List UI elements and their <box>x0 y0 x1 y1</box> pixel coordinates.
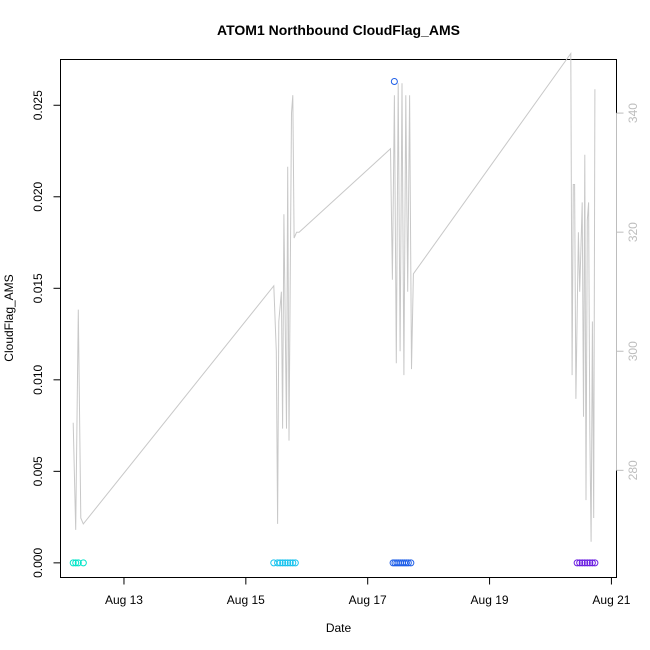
y-tick-label: 0.020 <box>31 181 45 211</box>
x-tick-label: Aug 13 <box>105 593 143 607</box>
series-line <box>72 51 596 542</box>
data-point <box>404 559 412 567</box>
y-tick-label: 0.000 <box>31 548 45 578</box>
series-points <box>69 77 599 567</box>
data-point <box>286 559 294 567</box>
y2-tick-label: 320 <box>626 222 640 242</box>
plot-area <box>60 59 617 578</box>
data-point <box>279 559 287 567</box>
data-point <box>276 559 284 567</box>
data-point <box>72 559 80 567</box>
y-axis-label: CloudFlag_AMS <box>2 274 16 361</box>
x-axis: Aug 13 Aug 15 Aug 17 Aug 19 Aug 21 <box>105 577 631 607</box>
x-tick-label: Aug 21 <box>592 593 630 607</box>
y-tick-label: 0.010 <box>31 364 45 394</box>
chart-title: ATOM1 Northbound CloudFlag_AMS <box>217 22 460 38</box>
series-lines <box>72 51 596 542</box>
data-point <box>586 559 594 567</box>
data-point <box>573 559 581 567</box>
data-point <box>588 559 596 567</box>
y2-tick-label: 300 <box>626 341 640 361</box>
y-axis-left: 0.000 0.005 0.010 0.015 0.020 0.025 <box>31 90 61 578</box>
y2-tick-label: 340 <box>626 103 640 123</box>
x-tick-label: Aug 15 <box>227 593 265 607</box>
data-point <box>390 77 398 85</box>
data-point <box>274 559 282 567</box>
data-point <box>591 559 599 567</box>
data-point <box>289 559 297 567</box>
data-point <box>583 559 591 567</box>
data-point <box>69 559 77 567</box>
data-point <box>281 559 289 567</box>
y-tick-label: 0.015 <box>31 273 45 303</box>
y-axis-right: 280 300 320 340 <box>616 103 640 480</box>
data-point <box>74 559 82 567</box>
data-point <box>402 559 410 567</box>
x-tick-label: Aug 19 <box>471 593 509 607</box>
y2-tick-label: 280 <box>626 460 640 480</box>
data-point <box>581 559 589 567</box>
y-tick-label: 0.025 <box>31 90 45 120</box>
data-point <box>79 559 87 567</box>
x-tick-label: Aug 17 <box>349 593 387 607</box>
y-tick-label: 0.005 <box>31 456 45 486</box>
data-point <box>291 559 299 567</box>
x-axis-label: Date <box>326 621 352 635</box>
data-point <box>578 559 586 567</box>
data-point <box>284 559 292 567</box>
data-point <box>576 559 584 567</box>
data-point <box>407 559 415 567</box>
